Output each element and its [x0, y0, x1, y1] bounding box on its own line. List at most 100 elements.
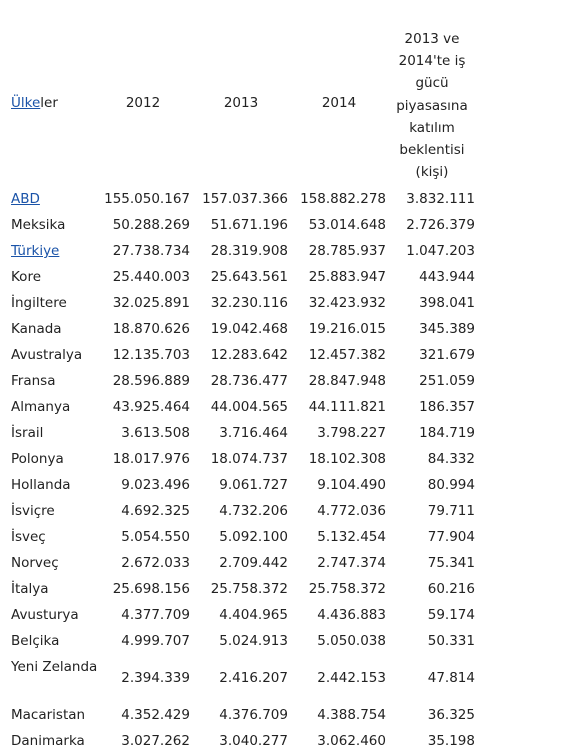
value-expectation: 79.711 [427, 503, 475, 519]
value-2012: 28.596.889 [112, 373, 190, 389]
country-link[interactable]: ABD [11, 191, 40, 207]
country-cell: Fransa [11, 373, 56, 389]
value-2014: 2.747.374 [317, 555, 386, 571]
value-2013: 28.319.908 [210, 243, 288, 259]
value-2012: 4.999.707 [121, 633, 190, 649]
value-2012: 2.672.033 [121, 555, 190, 571]
value-2012: 18.017.976 [112, 451, 190, 467]
value-2013: 18.074.737 [210, 451, 288, 467]
value-2013: 9.061.727 [219, 477, 288, 493]
value-2013: 3.716.464 [219, 425, 288, 441]
value-expectation: 59.174 [427, 607, 475, 623]
country-cell: Yeni Zelanda [11, 659, 98, 675]
value-2014: 158.882.278 [300, 191, 386, 207]
country-cell: Hollanda [11, 477, 71, 493]
value-expectation: 3.832.111 [406, 191, 475, 207]
value-2014: 5.132.454 [317, 529, 386, 545]
country-link[interactable]: Türkiye [11, 243, 60, 259]
value-2014: 4.772.036 [317, 503, 386, 519]
value-expectation: 184.719 [419, 425, 475, 441]
value-2012: 18.870.626 [112, 321, 190, 337]
value-2013: 3.040.277 [219, 733, 288, 749]
value-2013: 19.042.468 [210, 321, 288, 337]
value-expectation: 50.331 [427, 633, 475, 649]
value-2013: 28.736.477 [210, 373, 288, 389]
value-2014: 25.758.372 [308, 581, 386, 597]
value-2014: 32.423.932 [308, 295, 386, 311]
header-expectation-line: piyasasına [396, 97, 468, 114]
value-expectation: 2.726.379 [406, 217, 475, 233]
country-cell: İsrail [11, 425, 44, 441]
table-row: Danimarka 3.027.262 3.040.277 3.062.460 35.1… [0, 725, 563, 751]
table-row: İtalya 25.698.156 25.758.372 25.758.372 60.2… [0, 573, 563, 599]
value-2014: 3.062.460 [317, 733, 386, 749]
table-row: Macaristan 4.352.429 4.376.709 4.388.754 36.… [0, 699, 563, 725]
country-cell: Kanada [11, 321, 62, 337]
table-row: Avusturya 4.377.709 4.404.965 4.436.883 59.1… [0, 599, 563, 625]
value-expectation: 398.041 [419, 295, 475, 311]
value-expectation: 60.216 [427, 581, 475, 597]
value-2014: 53.014.648 [308, 217, 386, 233]
country-cell: Meksika [11, 217, 66, 233]
country-cell: Norveç [11, 555, 59, 571]
table-row: Yeni Zelanda 2.394.339 2.416.207 2.442.153 4… [0, 651, 563, 699]
header-2012: 2012 [125, 95, 161, 111]
value-2014: 28.785.937 [308, 243, 386, 259]
value-2013: 2.416.207 [219, 670, 288, 686]
country-cell: Kore [11, 269, 41, 285]
value-2013: 32.230.116 [210, 295, 288, 311]
country-cell: Polonya [11, 451, 64, 467]
header-expectation-line: (kişi) [415, 164, 449, 181]
value-2012: 3.027.262 [121, 733, 190, 749]
header-expectation-line: beklentisi [399, 142, 465, 159]
header-expectation-line: katılım [409, 119, 455, 136]
country-cell: Avusturya [11, 607, 79, 623]
value-2012: 25.440.003 [112, 269, 190, 285]
value-2012: 27.738.734 [112, 243, 190, 259]
value-expectation: 80.994 [427, 477, 475, 493]
header-expectation: 2013 ve 2014'te iş gücü piyasasına katıl… [384, 28, 480, 183]
header-expectation-line: 2013 ve [404, 31, 460, 47]
value-2012: 9.023.496 [121, 477, 190, 493]
header-country-link-text: Ülke [11, 95, 41, 111]
table-header: Ülkeler 2012 2013 2014 2013 ve 2014'te i… [0, 0, 563, 181]
value-expectation: 47.814 [427, 670, 475, 686]
header-expectation-line: 2014'te iş [398, 53, 466, 70]
country-cell: Belçika [11, 633, 60, 649]
value-expectation: 1.047.203 [406, 243, 475, 259]
value-2012: 25.698.156 [112, 581, 190, 597]
table-row: Kore 25.440.003 25.643.561 25.883.947 443.94… [0, 261, 563, 287]
value-expectation: 443.944 [419, 269, 475, 285]
value-2014: 19.216.015 [308, 321, 386, 337]
value-2013: 5.024.913 [219, 633, 288, 649]
header-country: Ülkeler [11, 95, 101, 111]
table-row: Meksika 50.288.269 51.671.196 53.014.648 2.7… [0, 209, 563, 235]
value-2013: 44.004.565 [210, 399, 288, 415]
country-cell: İsveç [11, 529, 46, 545]
value-2012: 2.394.339 [121, 670, 190, 686]
country-cell: Danimarka [11, 733, 85, 749]
country-cell: İtalya [11, 581, 49, 597]
value-expectation: 84.332 [427, 451, 475, 467]
value-2013: 4.404.965 [219, 607, 288, 623]
country-cell: ABD [11, 188, 101, 210]
value-2013: 4.732.206 [219, 503, 288, 519]
country-cell: Türkiye [11, 240, 101, 262]
value-expectation: 75.341 [427, 555, 475, 571]
value-expectation: 35.198 [427, 733, 475, 749]
value-2014: 2.442.153 [317, 670, 386, 686]
value-2014: 5.050.038 [317, 633, 386, 649]
country-cell: Macaristan [11, 707, 86, 723]
table-row: ABD 155.050.167 157.037.366 158.882.278 3.83… [0, 183, 563, 209]
header-country-link[interactable]: Ülke [11, 95, 40, 111]
value-2014: 12.457.382 [308, 347, 386, 363]
value-2013: 2.709.442 [219, 555, 288, 571]
table-row: Hollanda 9.023.496 9.061.727 9.104.490 80.99… [0, 469, 563, 495]
value-2013: 12.283.642 [210, 347, 288, 363]
table-row: Norveç 2.672.033 2.709.442 2.747.374 75.341 [0, 547, 563, 573]
value-2012: 4.377.709 [121, 607, 190, 623]
header-country-suffix: ler [40, 95, 58, 111]
table-row: Belçika 4.999.707 5.024.913 5.050.038 50.331 [0, 625, 563, 651]
value-2014: 18.102.308 [308, 451, 386, 467]
